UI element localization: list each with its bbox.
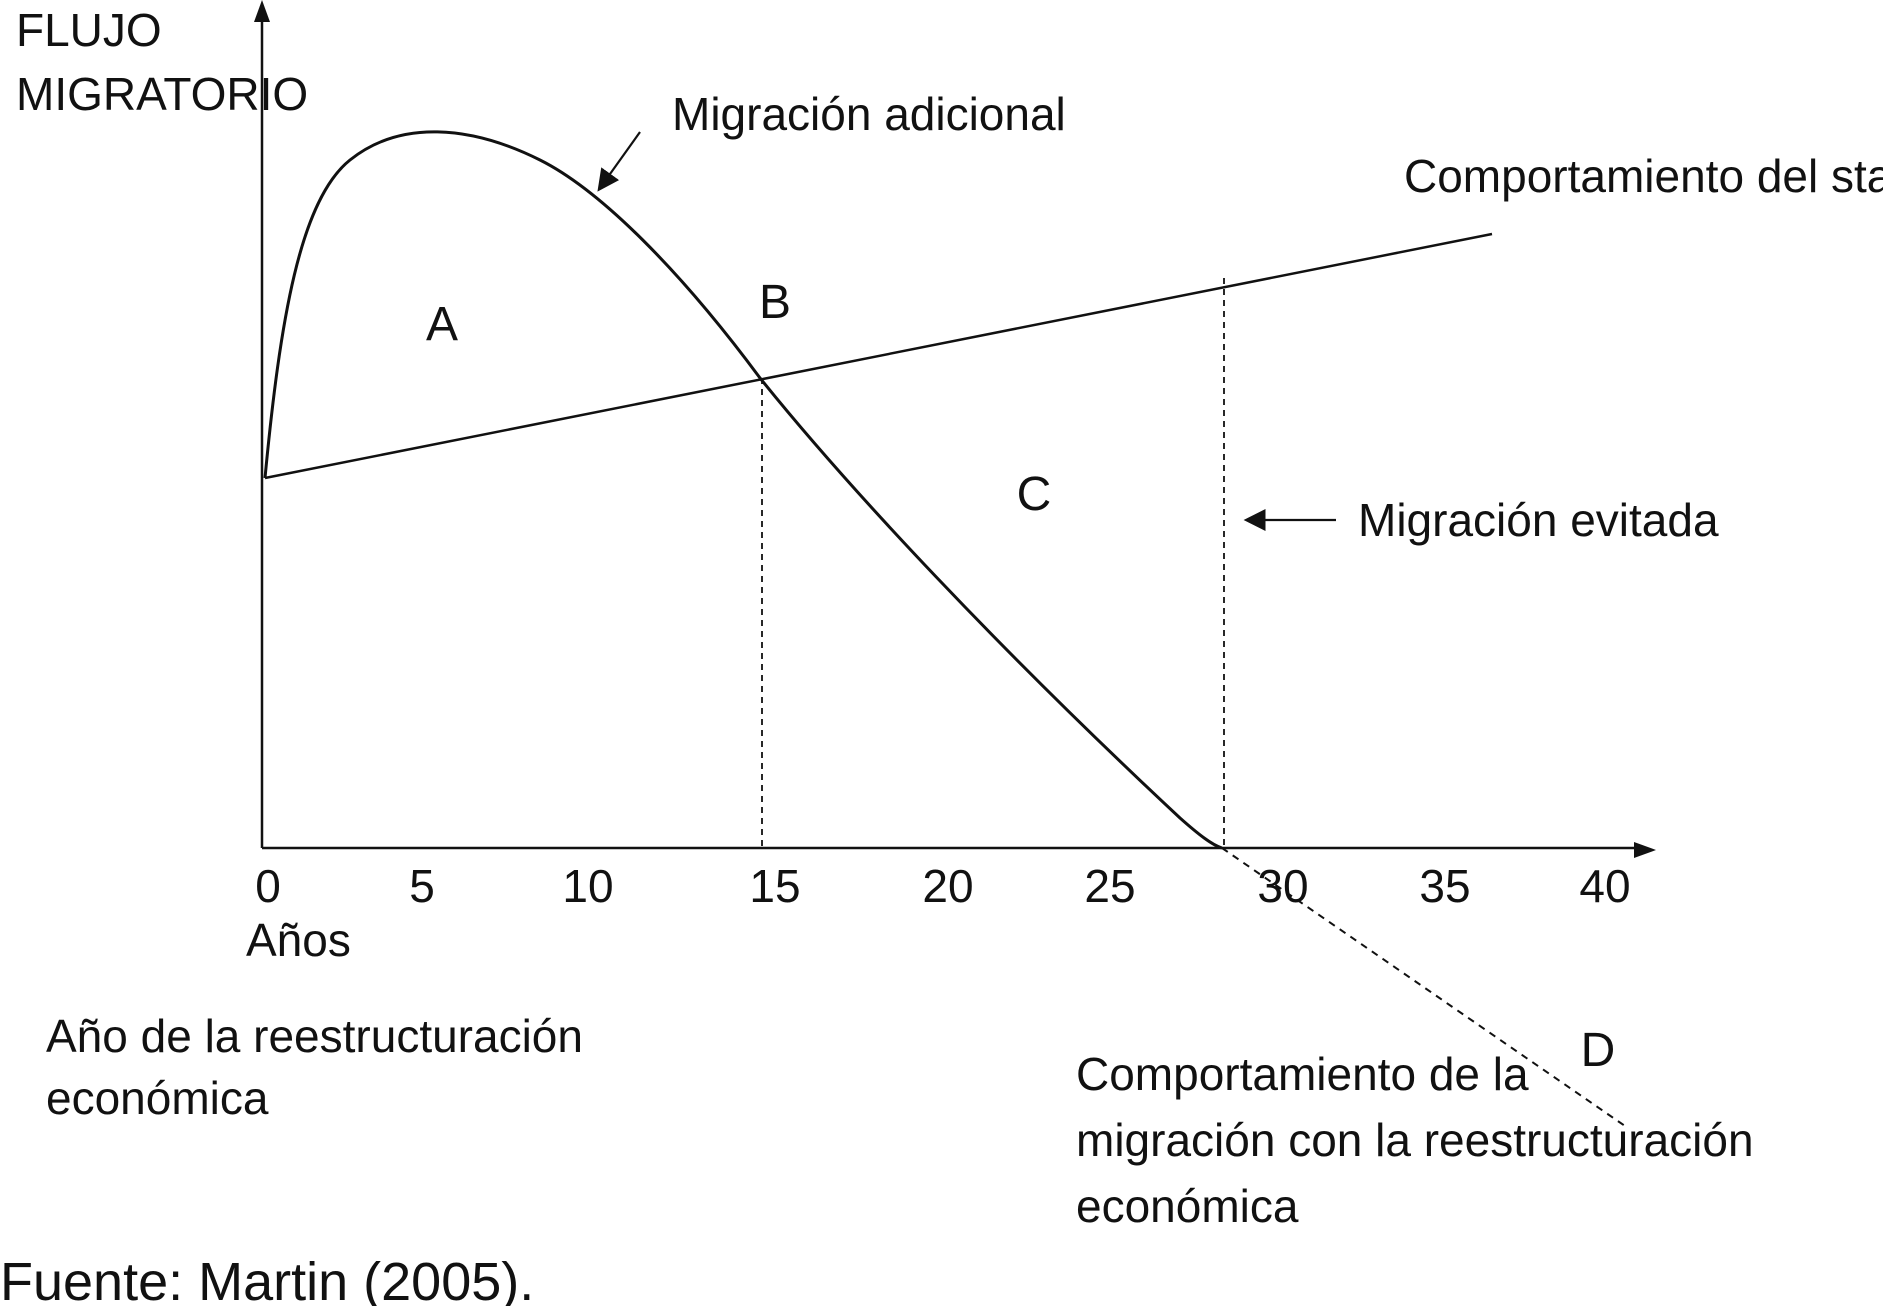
restructuring-migration-curve: [263, 130, 1223, 850]
status-quo-line: [264, 232, 1493, 480]
x-tick-0: 0: [255, 860, 281, 912]
x-tick-labels: 0 5 10 15 20 25 30 35 40: [255, 860, 1630, 912]
restructuring-year-label-line2: económica: [46, 1072, 269, 1124]
x-tick-5: 5: [409, 860, 435, 912]
x-tick-20: 20: [922, 860, 973, 912]
restructuring-year-label-line1: Año de la reestructuración: [46, 1010, 583, 1062]
x-tick-40: 40: [1579, 860, 1630, 912]
restructuring-behavior-label-line2: migración con la reestructuración: [1076, 1114, 1754, 1166]
region-d-label: D: [1581, 1024, 1616, 1077]
x-tick-15: 15: [749, 860, 800, 912]
x-axis-arrowhead: [1634, 842, 1656, 858]
additional-migration-label: Migración adicional: [672, 88, 1066, 140]
x-tick-30: 30: [1257, 860, 1308, 912]
y-axis-label-line2: MIGRATORIO: [16, 68, 308, 120]
x-tick-25: 25: [1084, 860, 1135, 912]
x-tick-35: 35: [1419, 860, 1470, 912]
avoided-migration-label: Migración evitada: [1358, 494, 1719, 546]
region-b-label: B: [759, 276, 791, 329]
region-a-label: A: [426, 298, 458, 351]
region-c-label: C: [1017, 468, 1052, 521]
restructuring-behavior-label-line1: Comportamiento de la: [1076, 1048, 1529, 1100]
y-axis-arrowhead: [254, 0, 270, 22]
x-axis-unit-label: Años: [246, 914, 351, 966]
x-tick-10: 10: [562, 860, 613, 912]
source-note: Fuente: Martin (2005).: [0, 1252, 534, 1306]
y-axis-label-line1: FLUJO: [16, 4, 162, 56]
status-quo-label: Comportamiento del statu quo: [1404, 150, 1883, 202]
additional-migration-arrow: [597, 131, 641, 192]
restructuring-behavior-label-line3: económica: [1076, 1180, 1299, 1232]
restructuring-curve-extension: [1221, 847, 1626, 1127]
